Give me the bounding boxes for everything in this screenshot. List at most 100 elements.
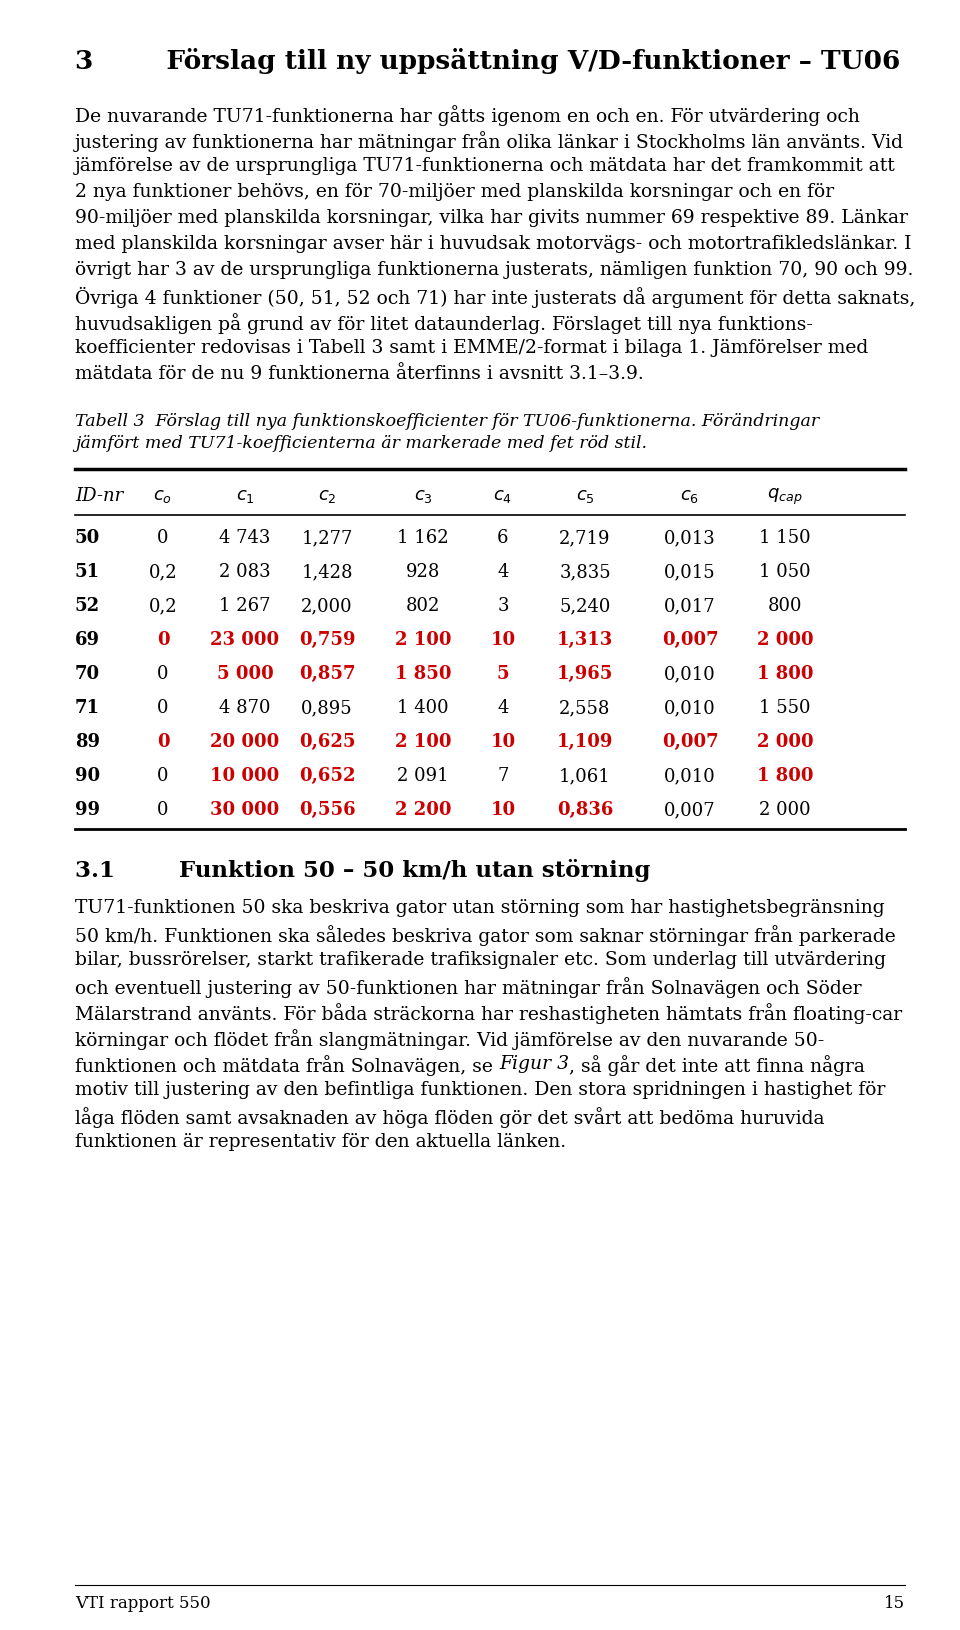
Text: Övriga 4 funktioner (50, 51, 52 och 71) har inte justerats då argument för detta: Övriga 4 funktioner (50, 51, 52 och 71) …: [75, 287, 916, 308]
Text: 71: 71: [75, 699, 100, 717]
Text: 0,857: 0,857: [299, 665, 355, 683]
Text: 2,000: 2,000: [301, 597, 353, 615]
Text: 800: 800: [768, 597, 803, 615]
Text: $c_o$: $c_o$: [154, 487, 173, 505]
Text: 0,015: 0,015: [664, 562, 716, 580]
Text: 3        Förslag till ny uppsättning V/D-funktioner – TU06: 3 Förslag till ny uppsättning V/D-funkti…: [75, 47, 900, 73]
Text: TU71-funktionen 50 ska beskriva gator utan störning som har hastighetsbegränsnin: TU71-funktionen 50 ska beskriva gator ut…: [75, 900, 884, 918]
Text: 0,007: 0,007: [661, 734, 718, 751]
Text: 69: 69: [75, 631, 100, 649]
Text: 0,010: 0,010: [664, 768, 716, 786]
Text: 1 162: 1 162: [397, 530, 449, 548]
Text: 52: 52: [75, 597, 100, 615]
Text: motiv till justering av den befintliga funktionen. Den stora spridningen i hasti: motiv till justering av den befintliga f…: [75, 1081, 885, 1099]
Text: funktionen är representativ för den aktuella länken.: funktionen är representativ för den aktu…: [75, 1133, 566, 1151]
Text: mätdata för de nu 9 funktionerna återfinns i avsnitt 3.1–3.9.: mätdata för de nu 9 funktionerna återfin…: [75, 365, 644, 383]
Text: VTI rapport 550: VTI rapport 550: [75, 1596, 210, 1612]
Text: 90-miljöer med planskilda korsningar, vilka har givits nummer 69 respektive 89. : 90-miljöer med planskilda korsningar, vi…: [75, 209, 908, 227]
Text: 50 km/h. Funktionen ska således beskriva gator som saknar störningar från parker: 50 km/h. Funktionen ska således beskriva…: [75, 924, 896, 945]
Text: 2 000: 2 000: [756, 734, 813, 751]
Text: 3: 3: [497, 597, 509, 615]
Text: funktionen och mätdata från Solnavägen, se: funktionen och mätdata från Solnavägen, …: [75, 1055, 499, 1076]
Text: 5: 5: [496, 665, 510, 683]
Text: 1,109: 1,109: [557, 734, 613, 751]
Text: De nuvarande TU71-funktionerna har gåtts igenom en och en. För utvärdering och: De nuvarande TU71-funktionerna har gåtts…: [75, 104, 860, 126]
Text: 928: 928: [406, 562, 441, 580]
Text: 4: 4: [497, 562, 509, 580]
Text: 2 100: 2 100: [395, 631, 451, 649]
Text: 4 870: 4 870: [219, 699, 271, 717]
Text: 6: 6: [497, 530, 509, 548]
Text: justering av funktionerna har mätningar från olika länkar i Stockholms län använ: justering av funktionerna har mätningar …: [75, 130, 904, 152]
Text: 2 083: 2 083: [219, 562, 271, 580]
Text: 50: 50: [75, 530, 100, 548]
Text: 0: 0: [157, 665, 169, 683]
Text: 20 000: 20 000: [210, 734, 279, 751]
Text: 3,835: 3,835: [559, 562, 611, 580]
Text: 1 800: 1 800: [756, 665, 813, 683]
Text: $c_3$: $c_3$: [414, 487, 432, 505]
Text: 1 267: 1 267: [219, 597, 271, 615]
Text: 0: 0: [157, 530, 169, 548]
Text: 0,652: 0,652: [299, 768, 355, 786]
Text: 23 000: 23 000: [210, 631, 279, 649]
Text: körningar och flödet från slangmätningar. Vid jämförelse av den nuvarande 50-: körningar och flödet från slangmätningar…: [75, 1029, 825, 1050]
Text: 0,895: 0,895: [301, 699, 353, 717]
Text: 1 800: 1 800: [756, 768, 813, 786]
Text: 30 000: 30 000: [210, 800, 279, 818]
Text: 0,556: 0,556: [299, 800, 355, 818]
Text: 1,965: 1,965: [557, 665, 613, 683]
Text: Mälarstrand använts. För båda sträckorna har reshastigheten hämtats från floatin: Mälarstrand använts. För båda sträckorna…: [75, 1002, 902, 1024]
Text: 1 400: 1 400: [397, 699, 449, 717]
Text: 1,313: 1,313: [557, 631, 613, 649]
Text: 0,2: 0,2: [149, 597, 178, 615]
Text: 2 091: 2 091: [397, 768, 449, 786]
Text: 89: 89: [75, 734, 100, 751]
Text: $q_{cap}$: $q_{cap}$: [767, 487, 803, 507]
Text: $c_2$: $c_2$: [318, 487, 336, 505]
Text: $c_4$: $c_4$: [493, 487, 513, 505]
Text: 10 000: 10 000: [210, 768, 279, 786]
Text: 5,240: 5,240: [560, 597, 611, 615]
Text: 0,010: 0,010: [664, 665, 716, 683]
Text: 1 550: 1 550: [759, 699, 811, 717]
Text: 4: 4: [497, 699, 509, 717]
Text: 1 850: 1 850: [395, 665, 451, 683]
Text: 0: 0: [157, 768, 169, 786]
Text: 2 000: 2 000: [756, 631, 813, 649]
Text: jämförelse av de ursprungliga TU71-funktionerna och mätdata har det framkommit a: jämförelse av de ursprungliga TU71-funkt…: [75, 156, 896, 174]
Text: 10: 10: [491, 631, 516, 649]
Text: jämfört med TU71-koefficienterna är markerade med fet röd stil.: jämfört med TU71-koefficienterna är mark…: [75, 435, 647, 452]
Text: ID-nr: ID-nr: [75, 487, 123, 505]
Text: Figur 3: Figur 3: [499, 1055, 569, 1073]
Text: 0,007: 0,007: [664, 800, 716, 818]
Text: 10: 10: [491, 734, 516, 751]
Text: bilar, bussrörelser, starkt trafikerade trafiksignaler etc. Som underlag till ut: bilar, bussrörelser, starkt trafikerade …: [75, 950, 886, 968]
Text: 2 nya funktioner behövs, en för 70-miljöer med planskilda korsningar och en för: 2 nya funktioner behövs, en för 70-miljö…: [75, 183, 834, 200]
Text: Tabell 3  Förslag till nya funktionskoefficienter för TU06-funktionerna. Förändr: Tabell 3 Förslag till nya funktionskoeff…: [75, 412, 819, 430]
Text: 0: 0: [156, 734, 169, 751]
Text: 0,013: 0,013: [664, 530, 716, 548]
Text: 70: 70: [75, 665, 100, 683]
Text: huvudsakligen på grund av för litet dataunderlag. Förslaget till nya funktions-: huvudsakligen på grund av för litet data…: [75, 313, 813, 334]
Text: 0,017: 0,017: [664, 597, 716, 615]
Text: $c_5$: $c_5$: [576, 487, 594, 505]
Text: 99: 99: [75, 800, 100, 818]
Text: och eventuell justering av 50-funktionen har mätningar från Solnavägen och Söder: och eventuell justering av 50-funktionen…: [75, 976, 862, 998]
Text: med planskilda korsningar avser här i huvudsak motorvägs- och motortrafikledslän: med planskilda korsningar avser här i hu…: [75, 235, 911, 253]
Text: 2,558: 2,558: [560, 699, 611, 717]
Text: 2,719: 2,719: [560, 530, 611, 548]
Text: 15: 15: [884, 1596, 905, 1612]
Text: 1 050: 1 050: [759, 562, 811, 580]
Text: låga flöden samt avsaknaden av höga flöden gör det svårt att bedöma huruvida: låga flöden samt avsaknaden av höga flöd…: [75, 1107, 825, 1128]
Text: 90: 90: [75, 768, 100, 786]
Text: övrigt har 3 av de ursprungliga funktionerna justerats, nämligen funktion 70, 90: övrigt har 3 av de ursprungliga funktion…: [75, 261, 913, 279]
Text: 2 000: 2 000: [759, 800, 811, 818]
Text: 1,277: 1,277: [301, 530, 352, 548]
Text: 0: 0: [157, 800, 169, 818]
Text: koefficienter redovisas i Tabell 3 samt i EMME/2-format i bilaga 1. Jämförelser : koefficienter redovisas i Tabell 3 samt …: [75, 339, 868, 357]
Text: $c_1$: $c_1$: [235, 487, 254, 505]
Text: 0: 0: [157, 699, 169, 717]
Text: 2 200: 2 200: [395, 800, 451, 818]
Text: $c_6$: $c_6$: [681, 487, 700, 505]
